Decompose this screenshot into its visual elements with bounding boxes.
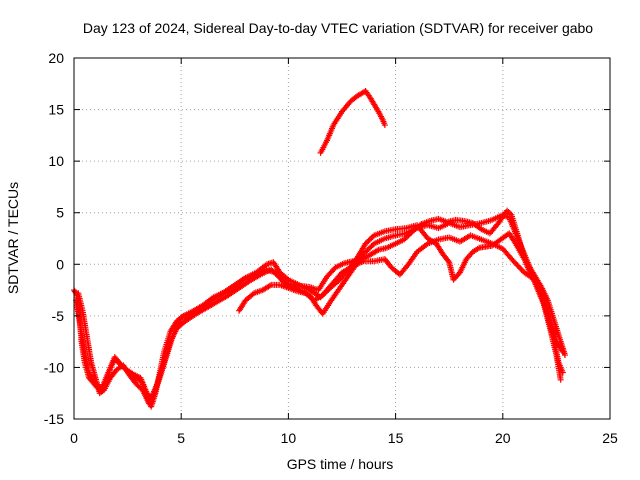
data-point-marker — [368, 235, 375, 242]
y-tick-label: 10 — [48, 153, 64, 169]
data-point-marker — [445, 257, 452, 264]
y-axis-label: SDTVAR / TECUs — [5, 182, 21, 294]
data-point-marker — [561, 352, 568, 359]
plot-frame — [73, 57, 611, 420]
y-tick-label: 20 — [48, 50, 64, 66]
data-point-marker — [369, 241, 376, 248]
chart-title: Day 123 of 2024, Sidereal Day-to-day VTE… — [83, 20, 593, 36]
y-tick-label: 15 — [48, 102, 64, 118]
x-axis-label: GPS time / hours — [287, 456, 394, 472]
x-tick-label: 20 — [495, 430, 511, 446]
x-tick-label: 0 — [70, 430, 78, 446]
data-point-marker — [557, 376, 564, 383]
x-tick-label: 10 — [281, 430, 297, 446]
y-tick-label: -15 — [44, 411, 64, 427]
data-point-marker — [366, 236, 373, 243]
y-axis-ticks: -15 -10 -5 0 5 10 15 20 — [44, 50, 610, 427]
y-tick-label: -5 — [52, 308, 65, 324]
y-tick-label: -10 — [44, 359, 64, 375]
data-points-layer — [71, 88, 568, 410]
data-point-marker — [239, 277, 246, 284]
x-tick-label: 15 — [388, 430, 404, 446]
y-tick-label: 5 — [56, 205, 64, 221]
y-tick-label: 0 — [56, 256, 64, 272]
x-tick-label: 25 — [602, 430, 618, 446]
x-axis-ticks: 0 5 10 15 20 25 — [70, 58, 618, 446]
data-point-marker — [365, 237, 372, 244]
x-tick-label: 5 — [177, 430, 185, 446]
data-point-marker — [381, 122, 388, 129]
